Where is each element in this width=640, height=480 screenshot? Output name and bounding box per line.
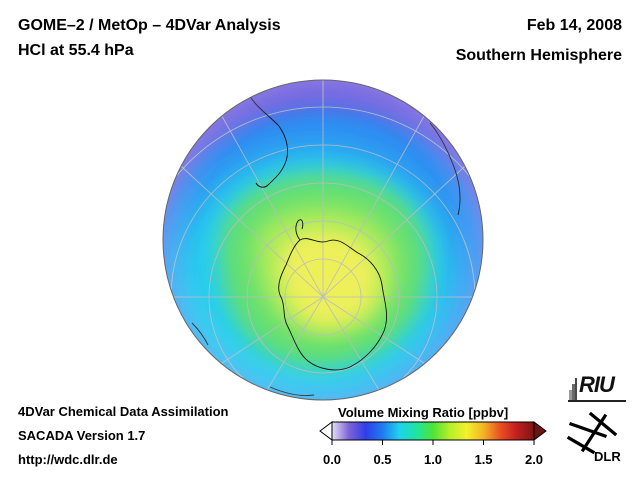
dlr-logo-text: DLR (594, 449, 621, 464)
globe-outline (162, 79, 484, 401)
colorbar-title: Volume Mixing Ratio [ppbv] (338, 405, 509, 420)
colorbar-high-arrow (533, 421, 547, 441)
title-line-1: GOME–2 / MetOp – 4DVar Analysis (18, 17, 281, 34)
colorbar-tick-label: 1.0 (423, 452, 443, 467)
footer-url: http://wdc.dlr.de (18, 452, 118, 467)
riu-logo-text: RIU (579, 372, 615, 397)
colorbar-tick-label: 0.0 (322, 452, 342, 467)
title-line-2: HCl at 55.4 hPa (18, 42, 134, 59)
colorbar-tick-label: 2.0 (524, 452, 544, 467)
colorbar (318, 420, 548, 450)
footer-info-line-1: 4DVar Chemical Data Assimilation (18, 404, 229, 419)
date-label: Feb 14, 2008 (526, 17, 622, 34)
colorbar-tick-label: 1.5 (474, 452, 493, 467)
region-label: Southern Hemisphere (455, 47, 622, 64)
dlr-logo-icon (566, 412, 618, 455)
colorbar-low-arrow (319, 421, 333, 441)
colorbar-ramp (331, 421, 535, 441)
colorbar-tick-label: 0.5 (373, 452, 392, 467)
polar-map (158, 75, 488, 405)
footer-info-line-2: SACADA Version 1.7 (18, 428, 146, 443)
riu-logo-icon (568, 378, 626, 402)
